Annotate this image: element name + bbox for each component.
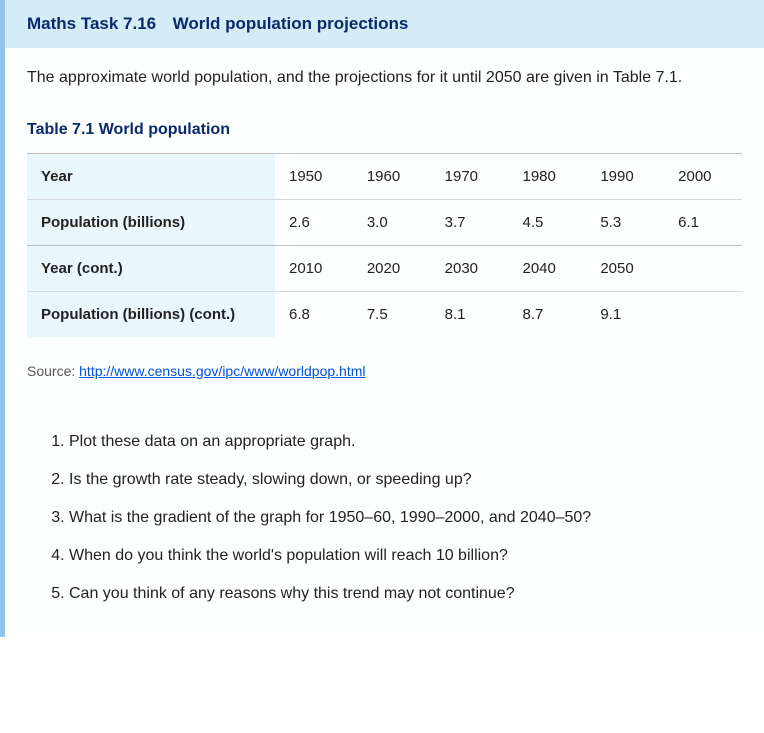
task-container: Maths Task 7.16 World population project… bbox=[0, 0, 764, 637]
table-row: Population (billions) (cont.) 6.8 7.5 8.… bbox=[27, 291, 742, 337]
intro-text: The approximate world population, and th… bbox=[27, 66, 742, 91]
table-cell: 8.7 bbox=[508, 291, 586, 337]
table-cell: 3.7 bbox=[431, 199, 509, 245]
population-table: Year 1950 1960 1970 1980 1990 2000 Popul… bbox=[27, 153, 742, 337]
table-cell: 1960 bbox=[353, 153, 431, 199]
table-cell: 6.8 bbox=[275, 291, 353, 337]
table-cell: 6.1 bbox=[664, 199, 742, 245]
table-row: Year 1950 1960 1970 1980 1990 2000 bbox=[27, 153, 742, 199]
list-item: When do you think the world's population… bbox=[69, 537, 742, 575]
table-cell: 1950 bbox=[275, 153, 353, 199]
row-label: Year bbox=[27, 153, 275, 199]
table-cell: 1970 bbox=[431, 153, 509, 199]
task-body: The approximate world population, and th… bbox=[5, 48, 764, 637]
task-number: Maths Task 7.16 bbox=[27, 14, 156, 33]
table-row: Population (billions) 2.6 3.0 3.7 4.5 5.… bbox=[27, 199, 742, 245]
table-cell: 2.6 bbox=[275, 199, 353, 245]
table-cell: 8.1 bbox=[431, 291, 509, 337]
table-row: Year (cont.) 2010 2020 2030 2040 2050 bbox=[27, 245, 742, 291]
list-item: What is the gradient of the graph for 19… bbox=[69, 499, 742, 537]
table-title: Table 7.1 World population bbox=[27, 121, 742, 139]
table-cell: 2020 bbox=[353, 245, 431, 291]
row-label: Year (cont.) bbox=[27, 245, 275, 291]
table-cell: 2030 bbox=[431, 245, 509, 291]
table-cell: 3.0 bbox=[353, 199, 431, 245]
table-cell: 1980 bbox=[508, 153, 586, 199]
table-cell: 2000 bbox=[664, 153, 742, 199]
list-item: Is the growth rate steady, slowing down,… bbox=[69, 461, 742, 499]
table-cell: 1990 bbox=[586, 153, 664, 199]
table-cell: 2010 bbox=[275, 245, 353, 291]
table-cell bbox=[664, 245, 742, 291]
table-cell: 2040 bbox=[508, 245, 586, 291]
table-cell bbox=[664, 291, 742, 337]
table-cell: 2050 bbox=[586, 245, 664, 291]
source-link[interactable]: http://www.census.gov/ipc/www/worldpop.h… bbox=[79, 363, 365, 379]
table-cell: 7.5 bbox=[353, 291, 431, 337]
question-list: Plot these data on an appropriate graph.… bbox=[47, 423, 742, 613]
task-title: World population projections bbox=[173, 14, 409, 33]
task-header: Maths Task 7.16 World population project… bbox=[5, 0, 764, 48]
source-prefix: Source: bbox=[27, 363, 79, 379]
table-cell: 5.3 bbox=[586, 199, 664, 245]
list-item: Plot these data on an appropriate graph. bbox=[69, 423, 742, 461]
table-cell: 4.5 bbox=[508, 199, 586, 245]
row-label: Population (billions) bbox=[27, 199, 275, 245]
source-line: Source: http://www.census.gov/ipc/www/wo… bbox=[27, 363, 742, 379]
table-cell: 9.1 bbox=[586, 291, 664, 337]
list-item: Can you think of any reasons why this tr… bbox=[69, 575, 742, 613]
row-label: Population (billions) (cont.) bbox=[27, 291, 275, 337]
